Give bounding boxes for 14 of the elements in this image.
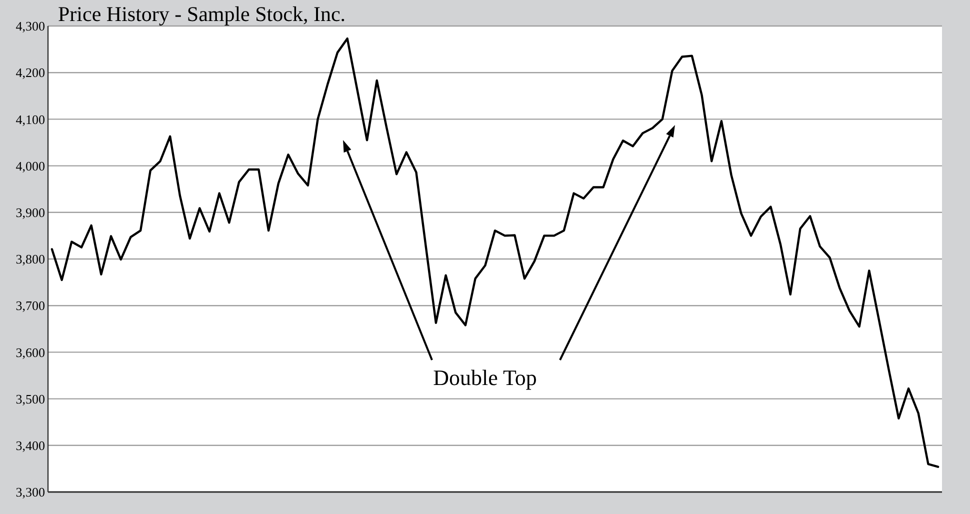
y-tick-label: 3,600 <box>16 344 45 360</box>
line-series <box>50 37 940 468</box>
annotation: Double Top <box>433 365 537 390</box>
y-tick-label: 4,000 <box>16 158 45 174</box>
y-tick-label: 3,800 <box>16 252 45 267</box>
chart-title: Price History - Sample Stock, Inc. <box>58 2 346 26</box>
y-tick-label: 4,300 <box>16 18 45 34</box>
y-tick-label: 3,300 <box>16 484 45 500</box>
y-tick-label: 3,500 <box>16 391 45 406</box>
y-tick-label: 3,900 <box>16 204 45 220</box>
y-tick-label: 4,200 <box>16 65 45 80</box>
y-tick-label: 3,400 <box>16 438 45 453</box>
y-tick-label: 4,100 <box>16 112 45 127</box>
y-tick-label: 3,700 <box>16 298 45 314</box>
